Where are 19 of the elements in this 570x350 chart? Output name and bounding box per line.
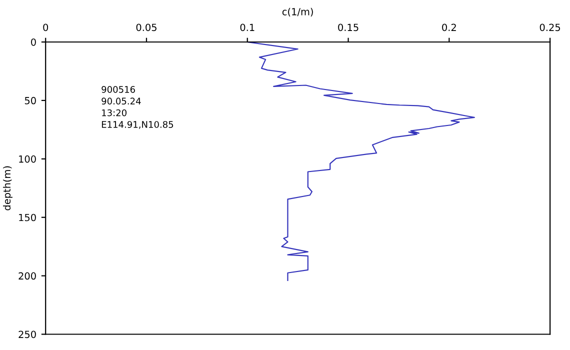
- x-tick-label: 0.15: [338, 24, 358, 32]
- annotation: 900516: [102, 86, 135, 93]
- x-axis-title: c(1/m): [282, 8, 313, 17]
- x-tick-label: 0: [43, 24, 48, 32]
- x-tick-label: 0.1: [240, 24, 254, 32]
- y-tick-label: 250: [18, 330, 36, 338]
- y-tick-label: 50: [24, 96, 36, 104]
- y-tick-label: 100: [19, 155, 36, 163]
- y-tick-label: 0: [31, 38, 36, 46]
- y-tick-label: 150: [19, 214, 36, 222]
- x-tick-label: 0.05: [136, 24, 156, 32]
- annotation: E114.91,N10.85: [102, 121, 174, 129]
- y-axis-title: depth(m): [3, 166, 12, 210]
- x-tick-label: 0.25: [540, 24, 560, 32]
- annotation: 90.05.24: [102, 98, 141, 105]
- annotation: 13:20: [102, 109, 127, 116]
- line-series: [246, 42, 475, 282]
- x-tick-label: 0.2: [442, 24, 456, 32]
- y-tick-label: 200: [18, 272, 36, 280]
